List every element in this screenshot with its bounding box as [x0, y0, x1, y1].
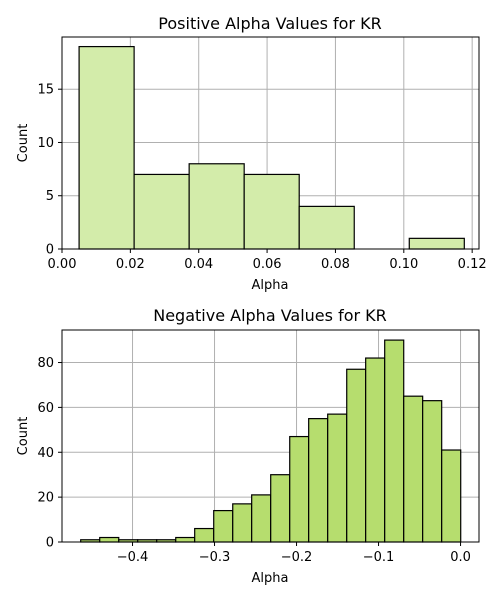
histogram-bar: [188, 163, 245, 250]
x-tick-label: −0.2: [281, 550, 313, 565]
x-tick-label: 0.08: [321, 257, 350, 272]
y-ticks: 0 5 10 15: [37, 83, 62, 258]
x-tick-label: −0.4: [117, 550, 149, 565]
histogram-bar: [308, 418, 329, 543]
histogram-bar: [78, 45, 135, 250]
chart-title: Positive Alpha Values for KR: [158, 14, 381, 33]
histogram-bar: [194, 527, 215, 543]
chart-title: Negative Alpha Values for KR: [153, 306, 387, 325]
x-tick-label: −0.1: [363, 550, 395, 565]
histogram-bar: [232, 503, 253, 543]
histogram-bar: [175, 536, 196, 543]
histogram-bar: [327, 413, 348, 543]
histogram-bar: [270, 474, 291, 543]
y-axis-label: Count: [16, 124, 31, 163]
x-tick-label: 0.12: [458, 257, 487, 272]
bars: [78, 45, 465, 250]
y-tick-label: 0: [46, 536, 54, 551]
y-tick-label: 15: [37, 83, 54, 98]
histogram-bar: [298, 205, 355, 250]
histogram-bar: [441, 449, 462, 543]
histogram-bar: [133, 173, 190, 250]
x-ticks: −0.4 −0.3 −0.2 −0.1 0.0: [117, 542, 471, 565]
x-tick-label: 0.00: [48, 257, 77, 272]
x-tick-label: 0.06: [253, 257, 282, 272]
plot-frame: [61, 36, 480, 250]
x-ticks: 0.00 0.02 0.04 0.06 0.08 0.10 0.12: [48, 249, 487, 272]
histogram-bar: [422, 400, 443, 543]
histogram-bar: [99, 536, 120, 543]
negative-alpha-histogram: Negative Alpha Values for KR Alpha Count…: [16, 306, 480, 586]
x-tick-label: 0.10: [389, 257, 418, 272]
histogram-bar: [213, 509, 234, 543]
y-tick-label: 5: [46, 189, 54, 204]
histogram-bar: [365, 357, 386, 543]
y-tick-label: 80: [37, 356, 54, 371]
y-tick-label: 60: [37, 401, 54, 416]
x-axis-label: Alpha: [252, 571, 289, 586]
y-axis-label: Count: [16, 417, 31, 456]
positive-alpha-histogram: Positive Alpha Values for KR Alpha Count…: [16, 14, 487, 293]
y-tick-label: 0: [46, 243, 54, 258]
y-tick-label: 20: [37, 491, 54, 506]
y-tick-label: 40: [37, 446, 54, 461]
x-tick-label: 0.0: [450, 550, 471, 565]
y-ticks: 0 20 40 60 80: [37, 356, 62, 551]
histogram-bar: [408, 237, 465, 250]
histogram-bar: [384, 339, 405, 543]
bars: [80, 339, 462, 543]
x-axis-label: Alpha: [252, 278, 289, 293]
x-tick-label: 0.04: [184, 257, 213, 272]
histogram-bar: [289, 435, 310, 543]
plot-frame: [61, 329, 480, 543]
histogram-bar: [243, 173, 300, 250]
histogram-bar: [403, 395, 424, 543]
x-tick-label: 0.02: [116, 257, 145, 272]
histogram-bar: [346, 368, 367, 543]
histogram-bar: [251, 494, 272, 543]
y-tick-label: 10: [37, 136, 54, 151]
x-tick-label: −0.3: [199, 550, 231, 565]
